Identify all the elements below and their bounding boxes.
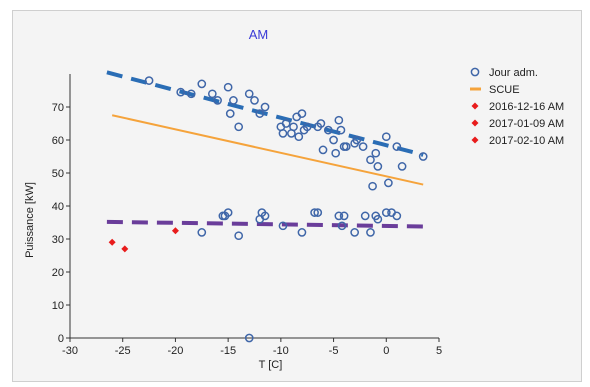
data-point: [368, 181, 377, 191]
data-point: [229, 96, 238, 105]
data-point: [316, 119, 326, 128]
data-point: [213, 96, 222, 105]
data-point: [302, 122, 312, 132]
y-tick-label: 10: [52, 300, 64, 312]
data-point: [313, 208, 323, 217]
x-tick-label: 0: [383, 345, 389, 357]
chart-frame: AM -30 -25 -20 -15 -10 -5 0 5 0 10 20 30 40 50 60 70 T [C…: [12, 10, 582, 382]
data-point: [329, 135, 338, 145]
data-point: [225, 109, 235, 118]
data-point: [384, 178, 393, 188]
data-point: [144, 76, 154, 85]
data-point: [350, 228, 360, 237]
x-tick-label: -30: [62, 345, 78, 357]
data-point: [197, 228, 207, 237]
data-point: [418, 152, 428, 161]
data-point: [318, 145, 328, 155]
legend-label: SCUE: [489, 84, 520, 96]
data-point: [392, 142, 402, 151]
legend-label: 2016-12-16 AM: [489, 101, 564, 113]
data-point: [244, 89, 254, 99]
data-point: [297, 228, 307, 237]
highlight-point: [171, 227, 179, 235]
regression-line-2: [106, 219, 424, 229]
data-point: [223, 208, 233, 217]
data-point: [234, 122, 244, 132]
data-point: [244, 333, 254, 343]
scue-line: [111, 114, 424, 186]
data-point: [255, 109, 265, 118]
y-tick-label: 20: [52, 267, 64, 279]
legend-swatch-circle: [470, 67, 480, 77]
data-point: [289, 122, 298, 132]
data-point: [234, 231, 244, 241]
y-tick-label: 40: [52, 201, 64, 213]
data-point: [366, 155, 375, 165]
data-point: [381, 208, 391, 217]
x-tick-label: -25: [115, 345, 131, 357]
data-point: [334, 115, 344, 125]
legend-label: 2017-02-10 AM: [489, 135, 564, 147]
x-tick-label: -20: [167, 345, 183, 357]
regression-line-1: [106, 70, 424, 157]
legend-swatch-diamond: [471, 119, 479, 127]
data-point: [381, 132, 391, 142]
data-point: [310, 208, 319, 217]
data-point: [278, 129, 288, 138]
data-point: [334, 211, 344, 221]
data-point: [281, 119, 291, 128]
x-axis-label: T [C]: [259, 359, 283, 371]
data-point: [207, 89, 217, 99]
legend-label: Jour adm.: [489, 67, 538, 79]
data-point: [323, 125, 333, 135]
y-axis-label: Puissance [kW]: [24, 182, 36, 258]
data-point: [297, 109, 307, 118]
data-point: [341, 142, 351, 151]
chart-title: AM: [249, 27, 269, 42]
data-point: [260, 211, 270, 221]
data-point: [352, 135, 362, 145]
data-point: [360, 211, 370, 221]
y-tick-label: 0: [58, 333, 64, 345]
y-tick-label: 70: [52, 102, 64, 114]
data-point: [294, 132, 304, 142]
data-point: [331, 148, 341, 158]
data-point: [250, 96, 259, 105]
data-point: [371, 148, 381, 158]
data-point: [278, 221, 288, 231]
highlight-point: [121, 245, 129, 253]
data-point: [373, 162, 383, 171]
x-tick-label: -5: [329, 345, 339, 357]
x-tick-label: -15: [220, 345, 236, 357]
data-point: [373, 214, 383, 224]
data-point: [358, 142, 368, 151]
highlight-point: [108, 238, 116, 246]
legend-label: 2017-01-09 AM: [489, 118, 564, 130]
data-point: [197, 79, 207, 89]
y-tick-label: 30: [52, 234, 64, 246]
data-point: [336, 125, 346, 135]
x-tick-label: 5: [436, 345, 442, 357]
y-tick-label: 50: [52, 168, 64, 180]
legend-swatch-diamond: [471, 136, 479, 144]
x-tick-label: -10: [273, 345, 289, 357]
data-point: [397, 162, 407, 171]
data-point: [366, 228, 375, 237]
data-point: [337, 221, 347, 231]
data-point: [186, 89, 196, 99]
y-tick-label: 60: [52, 135, 64, 147]
data-point: [339, 211, 349, 221]
data-point: [392, 211, 402, 221]
data-point: [176, 87, 186, 97]
data-point: [260, 102, 270, 112]
data-point: [223, 82, 233, 92]
legend-swatch-diamond: [471, 102, 479, 110]
